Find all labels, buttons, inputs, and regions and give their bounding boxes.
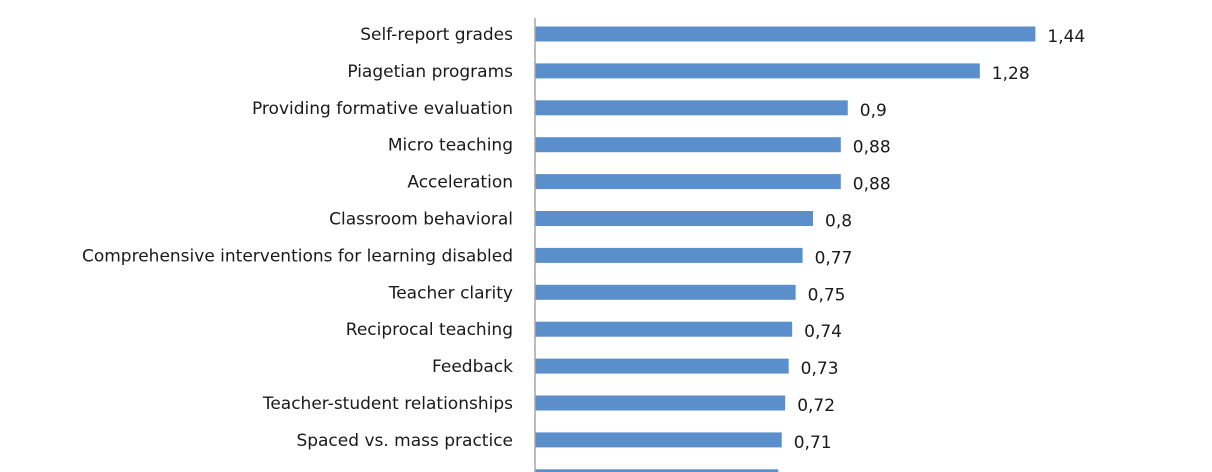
bar-9 (535, 358, 789, 374)
value-label-8: 0,74 (804, 322, 842, 342)
value-label-9: 0,73 (801, 359, 839, 379)
category-label-5: Classroom behavioral (329, 210, 513, 230)
bar-0 (535, 26, 1036, 42)
bar-4 (535, 174, 841, 190)
category-label-1: Piagetian programs (347, 62, 513, 82)
value-labels: 1,441,280,90,880,880,80,770,750,740,730,… (794, 27, 1086, 453)
category-label-10: Teacher-student relationships (262, 394, 513, 414)
value-label-5: 0,8 (825, 212, 852, 232)
category-label-6: Comprehensive interventions for learning… (82, 246, 513, 266)
value-label-2: 0,9 (860, 101, 887, 121)
category-label-3: Micro teaching (388, 136, 513, 156)
category-labels: Self-report grades Piagetian programs Prov… (82, 25, 513, 451)
bar-2 (535, 100, 848, 116)
bars (535, 26, 1036, 472)
category-label-11: Spaced vs. mass practice (296, 431, 513, 451)
value-label-0: 1,44 (1047, 27, 1085, 47)
category-label-4: Acceleration (407, 173, 513, 193)
bar-5 (535, 211, 813, 226)
bar-3 (535, 137, 841, 153)
category-label-8: Reciprocal teaching (346, 320, 513, 340)
value-label-10: 0,72 (797, 396, 835, 416)
bar-12 (535, 469, 779, 472)
bar-7 (535, 284, 796, 300)
category-label-7: Teacher clarity (388, 283, 513, 303)
bar-6 (535, 247, 803, 263)
value-label-7: 0,75 (808, 285, 846, 305)
value-label-11: 0,71 (794, 433, 832, 453)
bar-10 (535, 395, 786, 411)
value-label-1: 1,28 (992, 64, 1030, 84)
value-label-6: 0,77 (815, 248, 853, 268)
bar-1 (535, 63, 980, 79)
bar-8 (535, 321, 793, 337)
bar-11 (535, 432, 782, 448)
value-label-4: 0,88 (853, 175, 891, 195)
category-label-9: Feedback (432, 357, 513, 377)
value-label-3: 0,88 (853, 138, 891, 158)
category-label-2: Providing formative evaluation (252, 99, 513, 119)
category-label-0: Self-report grades (360, 25, 513, 45)
